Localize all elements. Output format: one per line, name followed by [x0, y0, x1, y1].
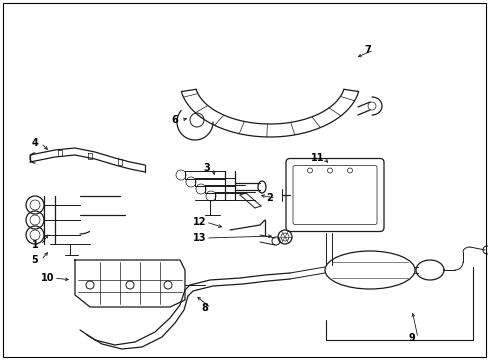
Text: 9: 9	[408, 333, 414, 343]
Text: 6: 6	[171, 115, 178, 125]
Text: 8: 8	[201, 303, 208, 313]
Text: 12: 12	[193, 217, 206, 227]
Text: 2: 2	[266, 193, 273, 203]
Text: 7: 7	[364, 45, 370, 55]
Text: 5: 5	[32, 255, 38, 265]
Polygon shape	[75, 260, 184, 307]
Text: 1: 1	[32, 240, 38, 250]
Text: 10: 10	[41, 273, 55, 283]
Text: 13: 13	[193, 233, 206, 243]
Text: 11: 11	[311, 153, 324, 163]
Text: 3: 3	[203, 163, 210, 173]
Text: 4: 4	[32, 138, 38, 148]
